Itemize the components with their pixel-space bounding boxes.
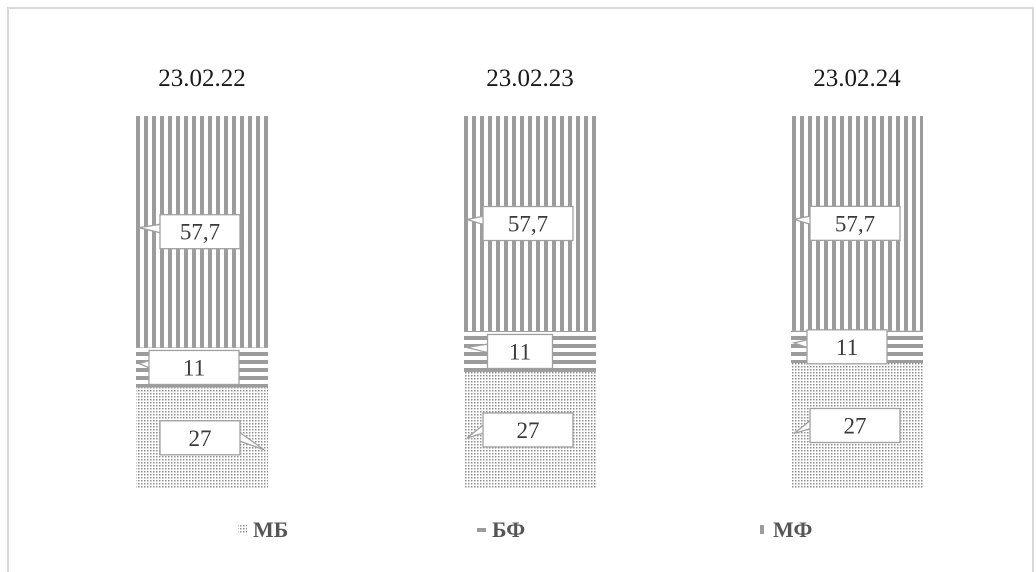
data-label-box — [806, 329, 888, 365]
data-label-box — [159, 214, 241, 250]
data-label-box — [159, 420, 241, 456]
data-label-joint — [484, 216, 489, 225]
data-label-joint — [161, 430, 166, 439]
data-label: 11 — [183, 355, 205, 380]
data-label-joint — [808, 339, 813, 348]
category-label: 23.02.22 — [158, 65, 246, 92]
data-label: 11 — [836, 335, 858, 360]
data-label: 27 — [189, 426, 212, 451]
data-label: 27 — [517, 418, 540, 443]
data-label: 27 — [844, 414, 867, 439]
legend-swatch — [238, 525, 247, 534]
data-label: 57,7 — [835, 211, 875, 236]
legend-item: МБ — [238, 517, 288, 542]
legend: МБ БФ МФ — [238, 517, 812, 542]
legend-item: МФ — [758, 517, 812, 542]
data-label-joint — [484, 422, 489, 431]
legend-label: МФ — [773, 517, 812, 542]
category-label: 23.02.24 — [813, 65, 901, 92]
data-label-joint — [161, 224, 166, 233]
data-label-joint — [811, 216, 816, 225]
data-label-joint — [811, 418, 816, 427]
legend-item: БФ — [477, 517, 525, 542]
data-label-box — [482, 205, 574, 242]
data-label: 57,7 — [508, 212, 548, 237]
data-label-box — [148, 349, 240, 386]
legend-swatch — [758, 525, 767, 534]
data-label-box — [486, 333, 554, 370]
legend-label: БФ — [492, 517, 525, 542]
data-label-box — [482, 412, 574, 448]
legend-label: МБ — [253, 517, 288, 542]
labels-layer: 23.02.22 27 11 57,7 23.02.23 27 11 57,7 23.02.24… — [137, 65, 901, 456]
data-label: 57,7 — [180, 220, 220, 245]
category-label: 23.02.23 — [486, 65, 574, 92]
data-label-joint — [488, 344, 494, 353]
data-label: 11 — [509, 339, 531, 364]
bars-layer — [136, 116, 923, 488]
data-label-box — [809, 205, 901, 241]
data-label-joint — [150, 360, 155, 369]
legend-swatch — [477, 525, 486, 534]
data-label-box — [809, 407, 901, 444]
